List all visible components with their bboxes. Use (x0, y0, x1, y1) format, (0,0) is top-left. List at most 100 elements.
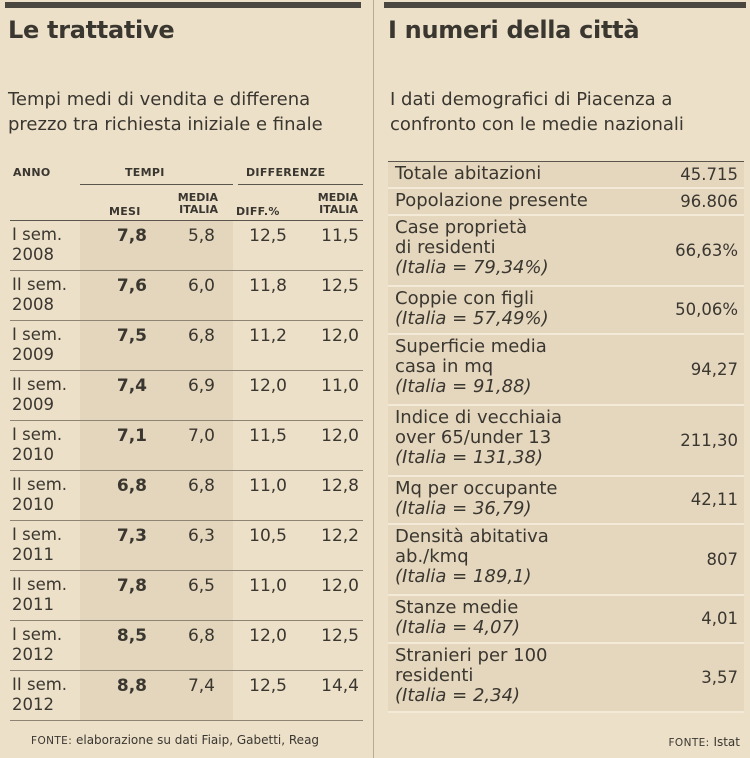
cell-anno-year: 2011 (12, 595, 54, 614)
table-row: I sem. 2012 8,5 6,8 12,0 12,5 (10, 621, 363, 671)
cell-anno: II sem. 2008 (12, 275, 82, 315)
table-row: II sem. 2009 7,4 6,9 12,0 11,0 (10, 371, 363, 421)
table-header-bottom-rule (10, 220, 363, 221)
left-subtitle-line: prezzo tra richiesta iniziale e finale (8, 114, 323, 135)
table-row: II sem. 2010 6,8 6,8 11,0 12,8 (10, 471, 363, 521)
stat-label: Densità abitativa ab./kmq (Italia = 189,1) (388, 525, 625, 587)
table-row: II sem. 2011 7,8 6,5 11,0 12,0 (10, 571, 363, 621)
cell-anno-period: II sem. (12, 475, 68, 494)
table-row: I sem. 2008 7,8 5,8 12,5 11,5 (10, 221, 363, 271)
stat-label-line: di residenti (395, 237, 496, 258)
stat-label: Indice di vecchiaia over 65/under 13 (Ital… (388, 406, 625, 468)
stat-value: 42,11 (690, 490, 738, 509)
cell-media-italia-diff: 11,5 (321, 226, 359, 246)
stat-row: Popolazione presente 96.806 (388, 189, 744, 216)
stat-value: 94,27 (690, 359, 738, 379)
stat-italia-comparison: (Italia = 189,1) (395, 566, 532, 587)
city-stats-table: Totale abitazioni 45.715 Popolazione prese… (388, 161, 744, 713)
cell-media-italia-diff: 14,4 (321, 676, 359, 696)
cell-anno-year: 2012 (12, 695, 54, 714)
stat-value: 807 (706, 549, 739, 569)
right-source-label: FONTE: (668, 737, 710, 749)
cell-mesi: 7,4 (116, 376, 147, 396)
cell-anno-period: I sem. (12, 225, 63, 244)
stat-row: Stranieri per 100 residenti (Italia = 2,34… (388, 644, 744, 713)
stat-row: Superficie media casa in mq (Italia = 91,8… (388, 335, 744, 406)
stat-value: 3,57 (701, 667, 738, 687)
table-row: I sem. 2009 7,5 6,8 11,2 12,0 (10, 321, 363, 371)
cell-anno-year: 2008 (12, 295, 54, 314)
table-row: I sem. 2011 7,3 6,3 10,5 12,2 (10, 521, 363, 571)
header-media-italia-diff-line: ITALIA (319, 203, 358, 216)
cell-anno-period: I sem. (12, 425, 63, 444)
header-media-italia-line: ITALIA (179, 203, 218, 216)
cell-anno: I sem. 2008 (12, 225, 82, 265)
cell-anno-period: II sem. (12, 375, 68, 394)
cell-anno-year: 2012 (12, 645, 54, 664)
header-media-italia-line: MEDIA (177, 191, 218, 204)
cell-media-italia-diff: 11,0 (321, 376, 359, 396)
cell-media-italia: 6,0 (187, 276, 215, 296)
table-row: I sem. 2010 7,1 7,0 11,5 12,0 (10, 421, 363, 471)
cell-media-italia-diff: 12,2 (321, 526, 359, 546)
cell-media-italia-diff: 12,5 (321, 626, 359, 646)
right-top-rule (384, 2, 746, 8)
table-row: II sem. 2008 7,6 6,0 11,8 12,5 (10, 271, 363, 321)
stat-label-line: ab./kmq (395, 546, 469, 567)
cell-media-italia: 5,8 (187, 226, 215, 246)
cell-anno-period: II sem. (12, 575, 68, 594)
cell-media-italia-diff: 12,0 (321, 576, 359, 596)
cell-anno-year: 2009 (12, 345, 54, 364)
stat-italia-comparison: (Italia = 36,79) (395, 498, 532, 519)
stat-label-line: Superficie media (395, 336, 547, 357)
stat-label: Coppie con figli (Italia = 57,49%) (388, 287, 625, 329)
cell-media-italia-diff: 12,0 (321, 326, 359, 346)
stat-label-line: residenti (395, 665, 474, 686)
stat-italia-comparison: (Italia = 4,07) (395, 617, 521, 638)
cell-mesi: 7,1 (116, 426, 147, 446)
cell-diff-pct: 12,5 (249, 676, 287, 696)
right-title: I numeri della città (388, 16, 640, 44)
tempi-header-rule (80, 184, 233, 185)
header-anno: ANNO (13, 166, 51, 179)
stat-value: 96.806 (680, 192, 738, 211)
cell-media-italia-diff: 12,5 (321, 276, 359, 296)
cell-mesi: 6,8 (116, 476, 147, 496)
cell-anno-year: 2010 (12, 495, 54, 514)
right-subtitle-line: I dati demografici di Piacenza a (390, 89, 673, 110)
cell-anno-period: I sem. (12, 625, 63, 644)
cell-media-italia: 6,9 (187, 376, 215, 396)
stat-label: Stanze medie (Italia = 4,07) (388, 596, 625, 638)
right-source: FONTE: Istat (668, 735, 740, 749)
stat-row: Totale abitazioni 45.715 (388, 162, 744, 189)
stat-label: Superficie media casa in mq (Italia = 91,8… (388, 335, 625, 397)
stat-label-line: casa in mq (395, 356, 494, 377)
cell-diff-pct: 12,0 (249, 626, 287, 646)
cell-anno: II sem. 2012 (12, 675, 82, 715)
cell-anno: II sem. 2009 (12, 375, 82, 415)
cell-diff-pct: 11,8 (249, 276, 287, 296)
stat-label: Stranieri per 100 residenti (Italia = 2,34… (388, 644, 625, 706)
stat-label: Totale abitazioni (388, 162, 625, 184)
cell-anno-year: 2008 (12, 245, 54, 264)
differenze-header-rule (238, 184, 363, 185)
cell-media-italia: 6,8 (187, 326, 215, 346)
cell-anno-period: I sem. (12, 325, 63, 344)
cell-media-italia: 6,3 (187, 526, 215, 546)
stat-label-line: Popolazione presente (395, 190, 588, 211)
cell-anno-year: 2009 (12, 395, 54, 414)
header-mesi: MESI (109, 205, 141, 218)
cell-mesi: 7,6 (116, 276, 147, 296)
cell-media-italia: 7,4 (187, 676, 215, 696)
stat-row: Stanze medie (Italia = 4,07) 4,01 (388, 596, 744, 644)
cell-mesi: 7,5 (116, 326, 147, 346)
stat-value: 66,63% (675, 240, 738, 260)
stat-italia-comparison: (Italia = 2,34) (395, 685, 521, 706)
cell-media-italia: 6,8 (187, 626, 215, 646)
cell-anno-period: II sem. (12, 275, 68, 294)
cell-diff-pct: 10,5 (249, 526, 287, 546)
stat-label-line: Indice di vecchiaia (395, 407, 562, 428)
right-source-text: Istat (709, 735, 740, 749)
stat-label-line: Stanze medie (395, 597, 519, 618)
